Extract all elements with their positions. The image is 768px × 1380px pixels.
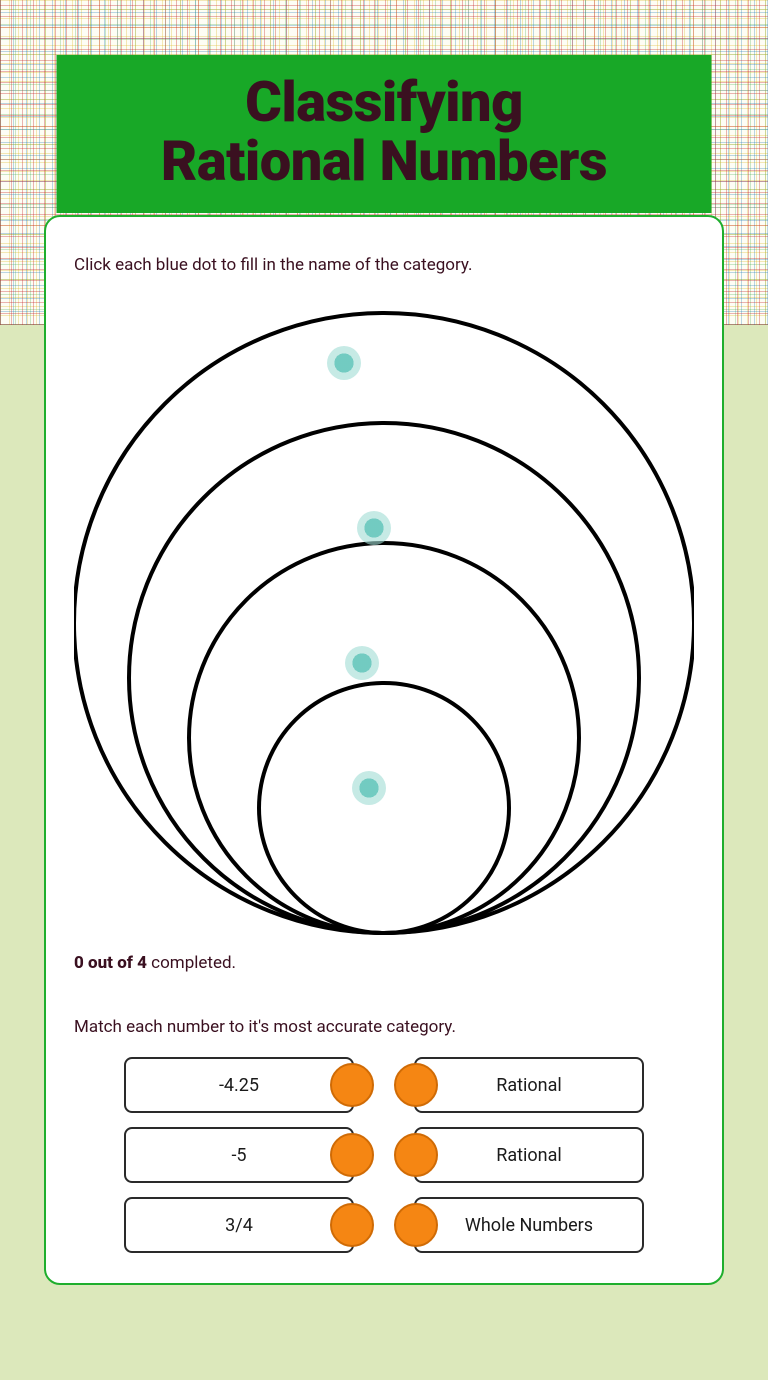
circle-3 — [189, 543, 579, 933]
drag-handle-left[interactable] — [330, 1133, 374, 1177]
circle-inner — [259, 683, 509, 933]
match-left-item[interactable]: -4.25 — [124, 1057, 354, 1113]
match-right-item[interactable]: Rational — [414, 1127, 644, 1183]
nested-circles-diagram — [74, 303, 694, 943]
progress-suffix: completed. — [147, 953, 236, 973]
drag-handle-right[interactable] — [394, 1063, 438, 1107]
progress-text: 0 out of 4 completed. — [74, 953, 694, 973]
match-right-label: Whole Numbers — [465, 1215, 593, 1236]
drag-handle-left[interactable] — [330, 1203, 374, 1247]
activity2-instruction: Match each number to it's most accurate … — [74, 1017, 694, 1037]
match-left-item[interactable]: -5 — [124, 1127, 354, 1183]
category-dot-2[interactable] — [357, 511, 391, 545]
circle-2 — [129, 423, 639, 933]
progress-count: 0 out of 4 — [74, 953, 147, 973]
title-line-1: Classifying — [245, 69, 523, 135]
drag-handle-right[interactable] — [394, 1203, 438, 1247]
category-dot-4[interactable] — [352, 771, 386, 805]
circle-outer — [74, 313, 694, 933]
drag-handle-right[interactable] — [394, 1133, 438, 1177]
title-banner: Classifying Rational Numbers — [57, 55, 712, 213]
match-right-item[interactable]: Rational — [414, 1057, 644, 1113]
match-right-label: Rational — [496, 1145, 562, 1166]
match-container: -4.25 Rational -5 Rational 3/4 — [74, 1057, 694, 1253]
circles-svg — [74, 303, 694, 943]
match-row: -5 Rational — [124, 1127, 644, 1183]
worksheet-card: Click each blue dot to fill in the name … — [44, 215, 724, 1285]
drag-handle-left[interactable] — [330, 1063, 374, 1107]
match-left-label: -4.25 — [219, 1075, 259, 1096]
title-line-2: Rational Numbers — [161, 128, 607, 194]
activity1-instruction: Click each blue dot to fill in the name … — [74, 255, 694, 275]
match-right-item[interactable]: Whole Numbers — [414, 1197, 644, 1253]
match-left-item[interactable]: 3/4 — [124, 1197, 354, 1253]
match-row: 3/4 Whole Numbers — [124, 1197, 644, 1253]
category-dot-1[interactable] — [327, 346, 361, 380]
match-left-label: 3/4 — [225, 1215, 253, 1236]
category-dot-3[interactable] — [345, 646, 379, 680]
match-left-label: -5 — [231, 1145, 246, 1166]
match-right-label: Rational — [496, 1075, 562, 1096]
match-row: -4.25 Rational — [124, 1057, 644, 1113]
page-title: Classifying Rational Numbers — [67, 73, 702, 191]
